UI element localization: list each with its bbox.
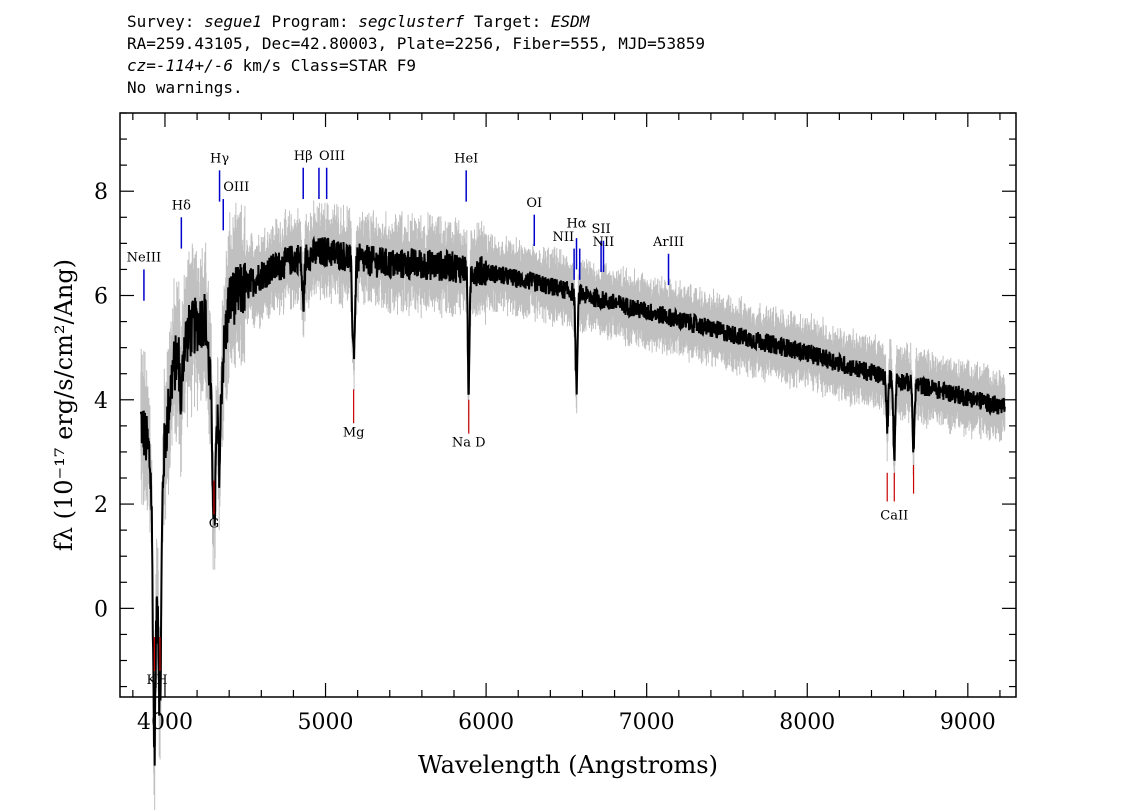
y-tick-label: 6 [94,285,108,310]
cz-value: -114+/-6 [155,56,233,75]
spectrum-line [139,235,1006,766]
header-line-warnings: No warnings. [127,78,243,97]
emission-line-label: Hγ [210,152,229,167]
emission-line-label: HeI [454,152,478,167]
program-name: segclusterf [358,12,465,31]
x-tick-label: 4000 [137,710,193,735]
spectrum-header: Survey: segue1 Program: segclusterf Targ… [127,11,705,99]
y-tick-label: 4 [94,389,108,414]
absorption-line-label: G [209,517,219,532]
y-axis-label: fλ (10⁻¹⁷ erg/s/cm²/Ang) [50,259,78,551]
target-name: ESDM [550,12,590,31]
emission-line-label: OI [526,196,542,211]
emission-line-label: NII [593,235,615,250]
emission-line-label: Hδ [172,198,191,213]
emission-line-label: Hβ [294,149,313,164]
header-line-survey: Survey: segue1 Program: segclusterf Targ… [127,12,590,31]
x-tick-label: 8000 [779,710,835,735]
y-tick-label: 0 [94,597,108,622]
emission-line-label: SII [591,222,610,237]
spectrum-series [139,235,1006,766]
x-axis-label: Wavelength (Angstroms) [418,751,718,779]
emission-line-label: Hα [566,217,586,232]
emission-line-label: ArIII [652,235,684,250]
emission-line-label: NeIII [127,251,161,266]
axis-ticks [120,112,1016,697]
y-tick-label: 2 [94,493,108,518]
x-tick-label: 6000 [458,710,514,735]
absorption-line-label: Mg [343,425,365,440]
x-tick-label: 5000 [298,710,354,735]
x-tick-label: 9000 [940,710,996,735]
survey-name: segue1 [204,12,262,31]
y-tick-label: 8 [94,180,108,205]
plot-frame [119,112,1017,698]
absorption-line-label: KH [147,673,168,688]
emission-line-label: OIII [319,149,345,164]
emission-line-label: NII [552,230,574,245]
emission-line-label: OIII [223,180,249,195]
header-line-coordinates: RA=259.43105, Dec=42.80003, Plate=2256, … [127,34,705,53]
header-line-redshift: cz=-114+/-6 km/s Class=STAR F9 [127,56,416,75]
x-tick-label: 7000 [619,710,675,735]
absorption-line-label: CaII [880,509,908,524]
tick-labels: 4000 5000 6000 7000 8000 9000 0 2 4 6 8 [94,180,996,735]
absorption-line-label: Na D [452,436,486,451]
